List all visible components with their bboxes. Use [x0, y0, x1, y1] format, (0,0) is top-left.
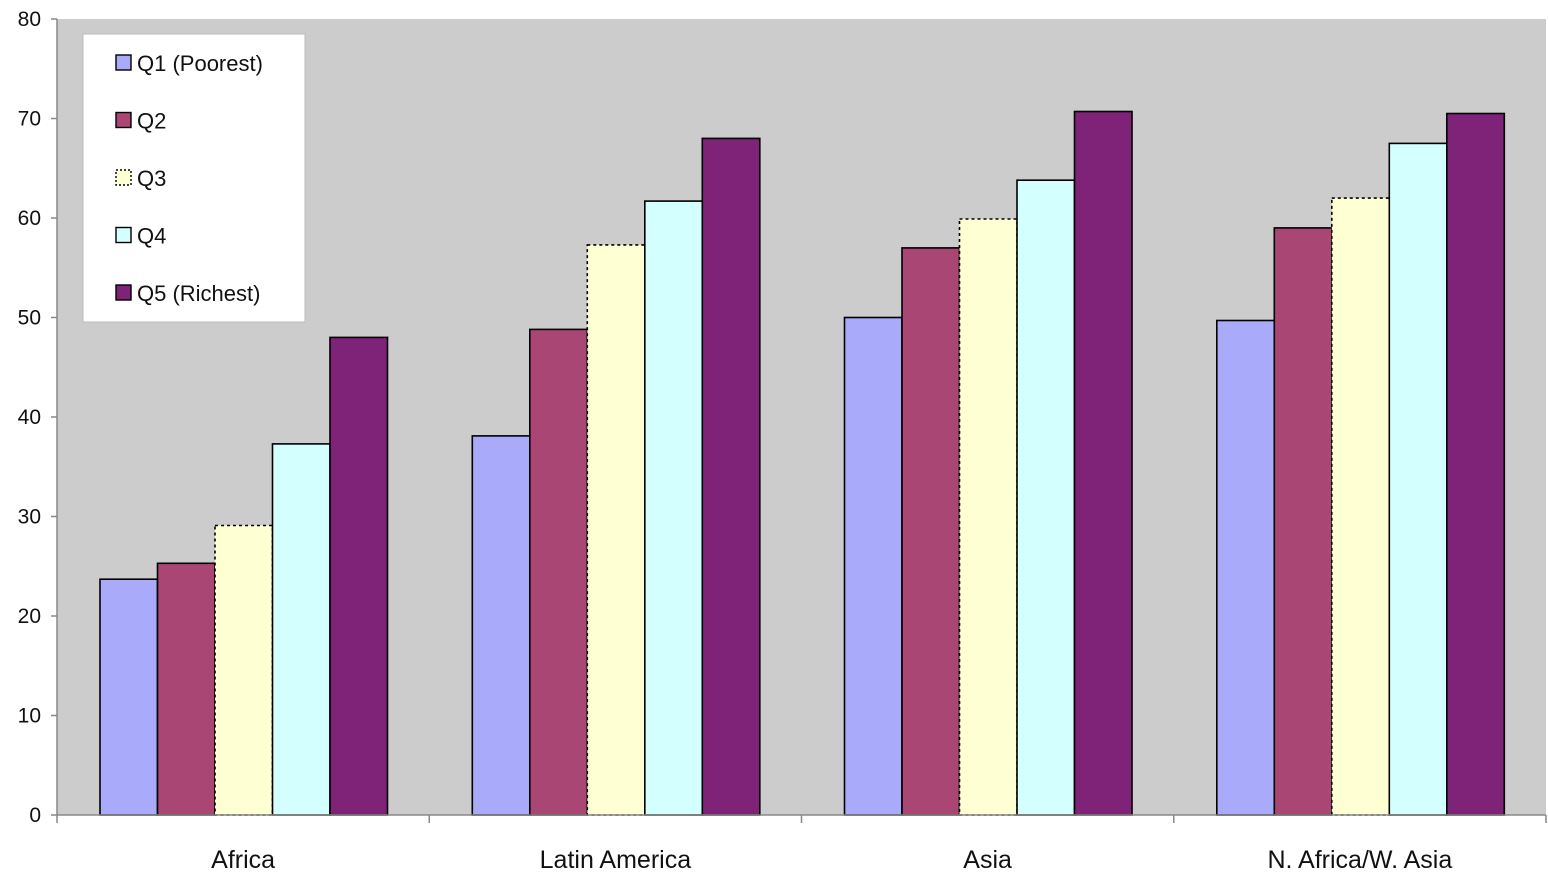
bar-5-asia	[1073, 110, 1133, 816]
bar-2-africa	[156, 562, 216, 816]
legend-label: Q2	[137, 109, 166, 134]
axes-group: 0 10 20 30 40 50 60 70 80 Africa Latin America Asia…	[18, 8, 1547, 874]
legend: Q1 (Poorest) Q2 Q3 Q4 Q5 (Richest)	[82, 33, 306, 323]
legend-label: Q3	[137, 166, 166, 191]
bar-1-latin-america	[471, 435, 531, 816]
y-tick-label: 30	[18, 506, 41, 529]
bar-3-latin-america	[586, 244, 646, 816]
legend-swatch	[115, 169, 132, 186]
y-tick-label: 20	[18, 605, 41, 628]
y-tick-label: 70	[18, 108, 41, 131]
bar-1-n-africa-w-asia	[1216, 319, 1276, 816]
legend-swatch	[115, 284, 132, 301]
x-category-label: Asia	[963, 846, 1012, 874]
bars-group	[99, 110, 1506, 816]
y-tick-label: 50	[18, 307, 41, 330]
legend-swatch	[115, 226, 132, 244]
bar-3-africa	[214, 524, 274, 816]
bar-5-latin-america	[701, 137, 761, 816]
y-tick-label: 80	[18, 8, 41, 31]
bar-3-n-africa-w-asia	[1331, 197, 1391, 816]
x-category-label: Latin America	[540, 846, 692, 874]
x-category-label: N. Africa/W. Asia	[1267, 846, 1452, 874]
y-tick-label: 0	[29, 804, 41, 827]
legend-swatch	[115, 54, 132, 71]
bar-4-africa	[271, 443, 331, 816]
bar-4-asia	[1016, 179, 1076, 816]
bar-1-asia	[843, 316, 903, 816]
legend-label: Q4	[137, 224, 166, 249]
y-tick-label: 60	[18, 207, 41, 230]
bar-3-asia	[958, 218, 1018, 816]
x-category-label: Africa	[211, 846, 275, 874]
legend-swatch	[115, 111, 132, 129]
bar-1-africa	[99, 578, 159, 816]
bar-4-n-africa-w-asia	[1388, 142, 1448, 816]
y-tick-label: 40	[18, 406, 41, 429]
bar-2-latin-america	[528, 328, 589, 816]
y-tick-label: 10	[18, 705, 41, 728]
bar-4-latin-america	[643, 200, 704, 816]
bar-2-n-africa-w-asia	[1273, 227, 1333, 816]
bar-5-n-africa-w-asia	[1446, 112, 1506, 816]
bar-5-africa	[329, 336, 389, 816]
bar-2-asia	[901, 247, 961, 816]
legend-label: Q1 (Poorest)	[137, 51, 263, 76]
legend-label: Q5 (Richest)	[137, 281, 260, 306]
